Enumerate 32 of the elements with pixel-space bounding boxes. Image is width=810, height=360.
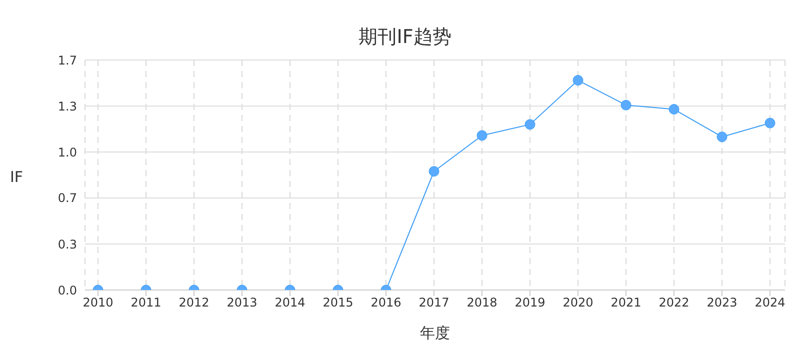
x-tick-label: 2016 bbox=[370, 296, 402, 310]
point bbox=[476, 130, 488, 141]
x-tick-label: 2015 bbox=[322, 296, 354, 310]
point bbox=[428, 166, 440, 177]
x-tick-label: 2014 bbox=[274, 296, 306, 310]
chart-title: 期刊IF趋势 bbox=[358, 25, 452, 50]
x-axis-title: 年度 bbox=[419, 324, 451, 343]
x-tick-label: 2011 bbox=[130, 296, 162, 310]
y-tick-label: 0.0 bbox=[58, 283, 77, 298]
x-tick-label: 2013 bbox=[226, 296, 258, 310]
x-tick-label: 2024 bbox=[754, 296, 786, 310]
y-tick-label: 0.3 bbox=[58, 237, 77, 252]
x-tick-label: 2010 bbox=[82, 296, 114, 310]
point bbox=[620, 100, 632, 110]
x-tick-label: 2017 bbox=[418, 296, 450, 310]
x-tick-label: 2012 bbox=[178, 296, 210, 310]
x-tick-label: 2023 bbox=[706, 296, 738, 310]
x-tick-label: 2018 bbox=[466, 296, 498, 310]
x-tick-label: 2020 bbox=[562, 296, 594, 310]
y-tick-label: 1.0 bbox=[58, 145, 77, 160]
point bbox=[524, 119, 536, 130]
y-tick-label: 1.7 bbox=[58, 53, 77, 68]
point bbox=[764, 118, 776, 128]
y-tick-label: 0.7 bbox=[58, 191, 77, 206]
x-tick-label: 2021 bbox=[610, 296, 642, 310]
point bbox=[668, 104, 680, 115]
x-tick-label: 2019 bbox=[514, 296, 546, 310]
x-tick-label: 2022 bbox=[658, 296, 690, 310]
y-axis-title: IF bbox=[10, 168, 24, 186]
point bbox=[572, 75, 584, 86]
y-tick-label: 1.3 bbox=[58, 99, 77, 114]
point bbox=[716, 132, 728, 142]
